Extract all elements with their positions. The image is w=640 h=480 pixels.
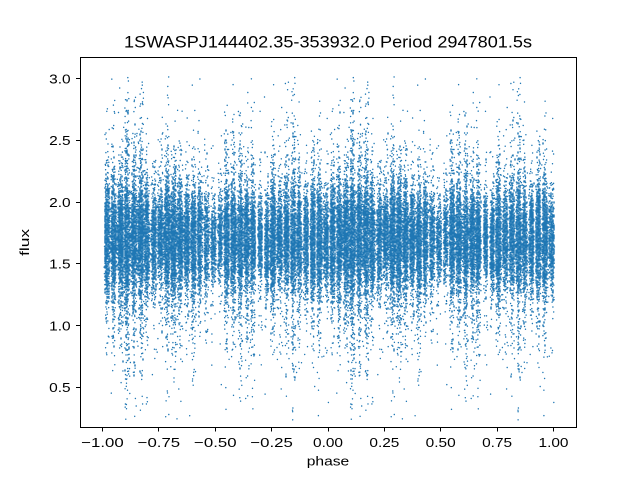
svg-text:−0.50: −0.50: [194, 435, 237, 450]
svg-text:2.5: 2.5: [49, 133, 71, 148]
svg-text:1.5: 1.5: [49, 257, 71, 272]
svg-text:−0.75: −0.75: [138, 435, 181, 450]
svg-text:1.00: 1.00: [539, 435, 569, 450]
svg-text:2.0: 2.0: [49, 195, 71, 210]
svg-text:0.75: 0.75: [482, 435, 512, 450]
svg-text:0.00: 0.00: [313, 435, 343, 450]
svg-text:1.0: 1.0: [49, 319, 71, 334]
svg-text:0.5: 0.5: [49, 380, 71, 395]
svg-text:0.25: 0.25: [369, 435, 399, 450]
svg-text:0.50: 0.50: [426, 435, 456, 450]
svg-text:flux: flux: [17, 228, 32, 255]
svg-text:1SWASPJ144402.35-353932.0 Peri: 1SWASPJ144402.35-353932.0 Period 2947801…: [124, 33, 532, 52]
svg-text:phase: phase: [307, 454, 350, 469]
svg-text:3.0: 3.0: [49, 71, 71, 86]
svg-text:−1.00: −1.00: [81, 435, 124, 450]
svg-text:−0.25: −0.25: [250, 435, 293, 450]
